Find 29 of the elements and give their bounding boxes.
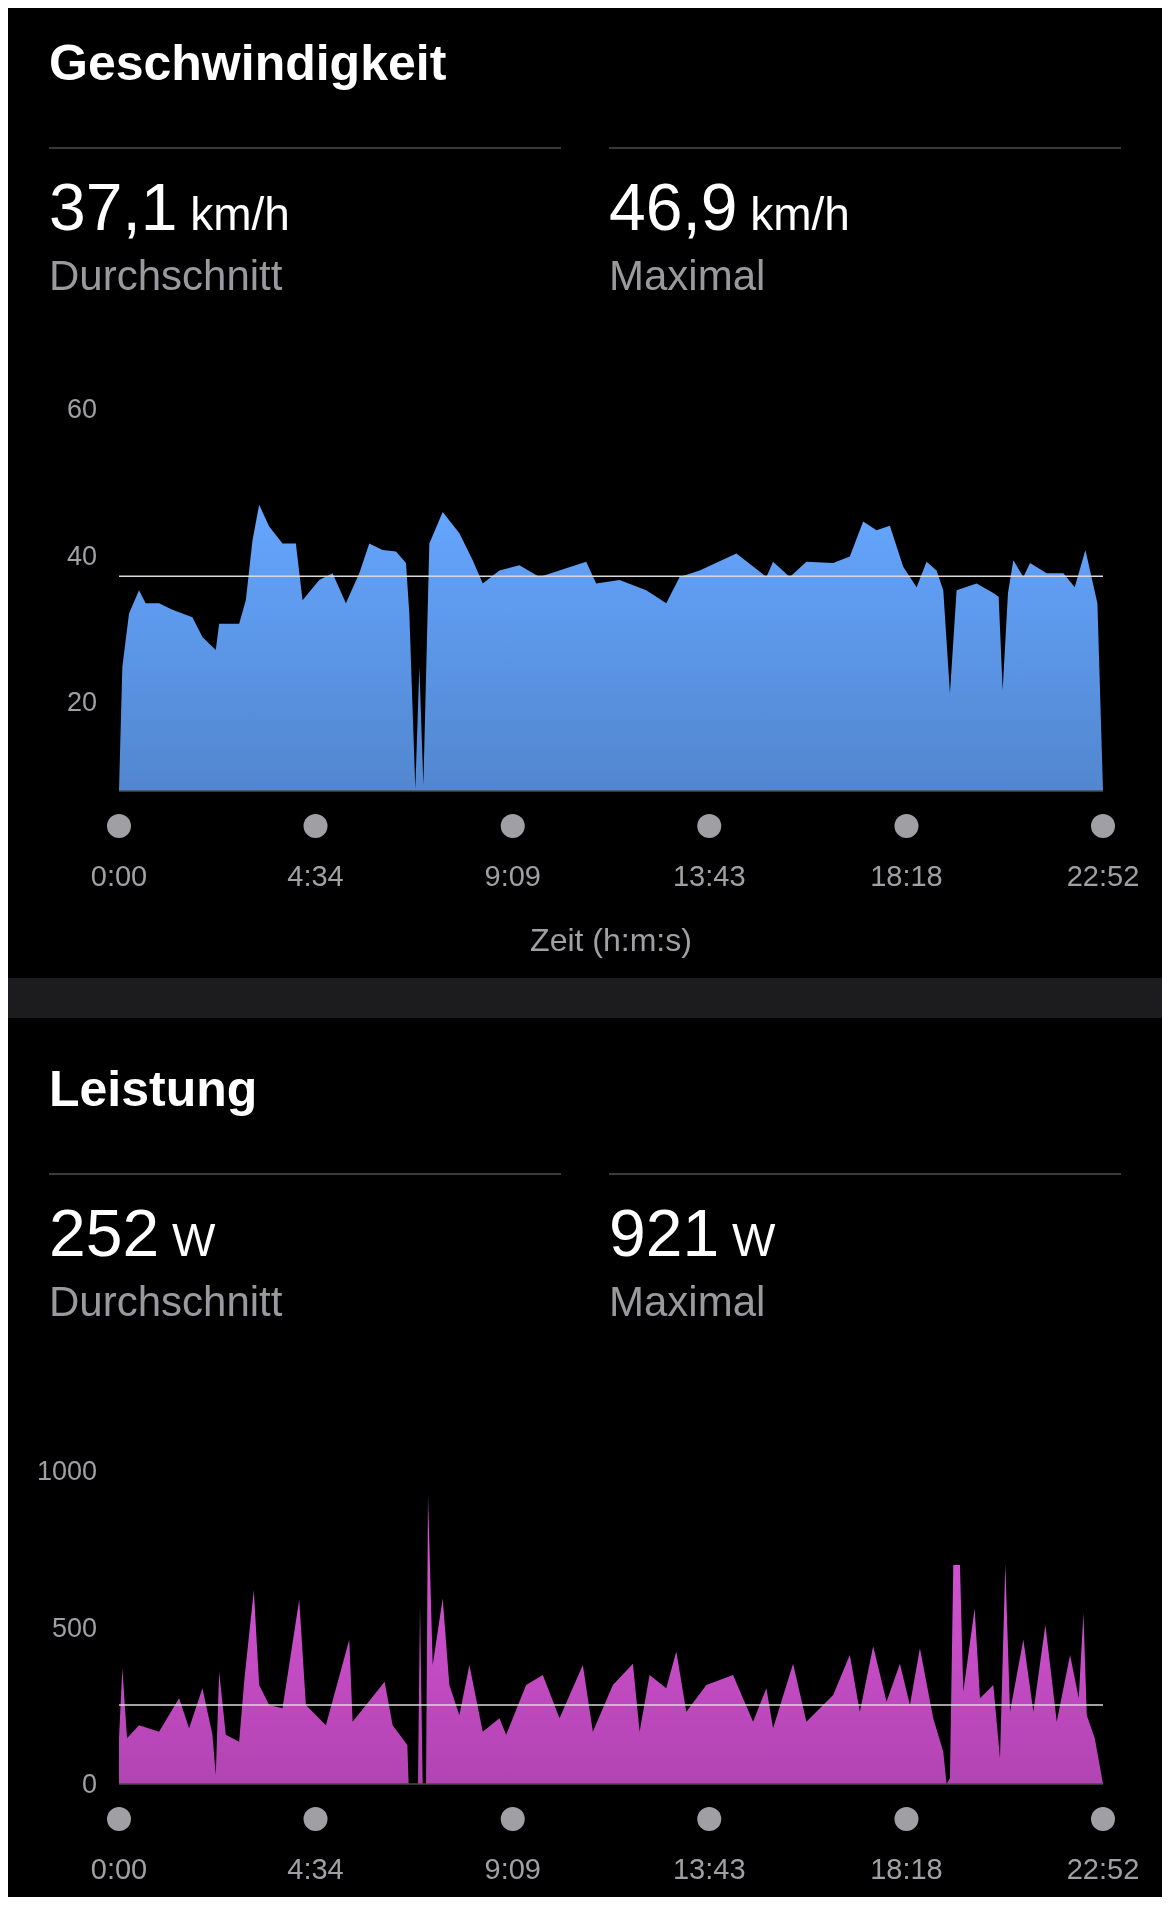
x-tick-label: 22:52 bbox=[1066, 1853, 1140, 1885]
x-tick-label: 13:43 bbox=[672, 860, 746, 892]
y-tick-label: 20 bbox=[66, 686, 97, 717]
x-tick-label: 4:34 bbox=[287, 1853, 344, 1885]
x-tick-label: 22:52 bbox=[1066, 860, 1140, 892]
text: 252 W bbox=[49, 1196, 216, 1270]
x-tick-label: 0:00 bbox=[90, 1853, 148, 1885]
text: 921 W bbox=[609, 1196, 776, 1270]
y-tick-label: 1000 bbox=[36, 1456, 97, 1487]
chart-title: Leistung bbox=[49, 1061, 258, 1117]
y-tick-label: 500 bbox=[51, 1612, 97, 1643]
text: 37,1 km/h bbox=[49, 170, 290, 244]
x-tick-label: 18:18 bbox=[870, 860, 943, 892]
x-tick-label: 4:34 bbox=[287, 860, 344, 892]
y-tick-label: 60 bbox=[66, 394, 97, 425]
x-tick-label: 0:00 bbox=[90, 860, 148, 892]
x-tick-label: 13:43 bbox=[672, 1853, 746, 1885]
text: Maximal bbox=[609, 252, 766, 299]
text: Durchschnitt bbox=[49, 252, 283, 299]
x-tick-label: 9:09 bbox=[484, 1853, 541, 1885]
text: 46,9 km/h bbox=[609, 170, 850, 244]
x-tick-label: 9:09 bbox=[484, 860, 541, 892]
x-axis-title: Zeit (h:m:s) bbox=[530, 922, 692, 958]
chart-title: Geschwindigkeit bbox=[49, 35, 447, 91]
text: Durchschnitt bbox=[49, 1278, 283, 1325]
y-tick-label: 0 bbox=[81, 1769, 97, 1800]
x-tick-label: 18:18 bbox=[870, 1853, 943, 1885]
text: Maximal bbox=[609, 1278, 766, 1325]
y-tick-label: 40 bbox=[66, 540, 97, 571]
